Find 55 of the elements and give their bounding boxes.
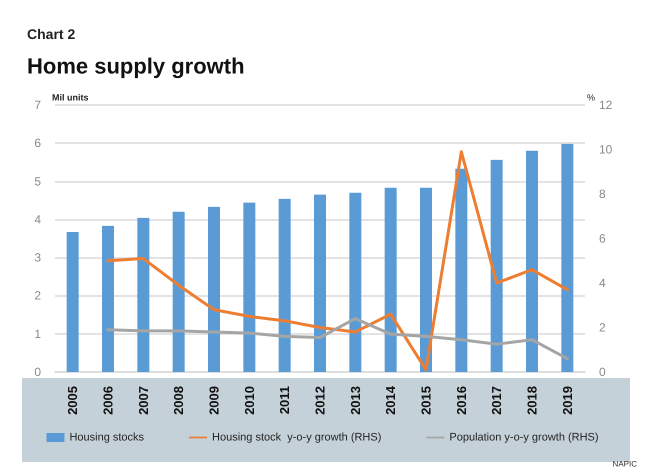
bar [102,226,114,372]
x-tick-label: 2005 [65,386,80,415]
legend-label: Housing stock y-o-y growth (RHS) [212,432,382,444]
bar [172,212,185,372]
y-tick-label: 1 [34,326,42,341]
x-tick-label: 2016 [454,386,469,415]
x-tick-label: 2019 [560,386,575,415]
y2-tick-label: 2 [599,320,606,334]
bar [314,194,326,372]
bar [384,188,397,372]
y-tick-label: 2 [34,288,42,303]
line-series [106,317,569,360]
y-axis-title: Mil units [52,92,88,102]
bar [137,218,150,372]
y2-tick-label: 8 [599,187,606,201]
chart-title: Home supply growth [27,54,245,78]
y2-tick-label: 10 [599,142,613,156]
bar [561,144,574,372]
bar [208,206,220,372]
y2-tick-label: 0 [599,365,606,379]
x-tick-label: 2015 [418,386,434,415]
y-tick-label: 7 [34,98,42,112]
bar [243,202,256,372]
bar [455,168,468,372]
bar [349,192,362,372]
x-tick-label: 2009 [206,386,222,415]
x-tick-label: 2013 [348,386,363,415]
y2-tick-label: 12 [599,98,613,112]
legend-label: Population y-o-y growth (RHS) [449,432,599,444]
x-tick-label: 2014 [383,385,398,415]
bar [66,232,79,372]
bar [526,150,538,372]
legend-label: Housing stocks [69,432,145,444]
x-tick-label: 2011 [277,386,292,414]
x-tick-label: 2017 [489,386,504,415]
x-tick-label: 2007 [136,386,151,415]
x-tick-label: 2012 [312,386,328,415]
y-tick-label: 3 [34,250,42,265]
x-tick-label: 2018 [524,386,540,415]
bar [420,188,432,372]
x-tick-label: 2010 [242,386,257,415]
y2-tick-label: 4 [599,276,606,290]
y-tick-label: 0 [34,365,42,379]
y-tick-label: 5 [34,174,42,188]
x-tick-label: 2006 [100,386,116,415]
bar [278,198,291,372]
text: NAPIC [612,460,638,468]
line-series [106,150,569,372]
y2-axis-title: % [587,92,596,102]
y2-tick-label: 6 [599,232,606,246]
bar [490,160,503,372]
x-tick-label: 2008 [171,386,186,415]
chart-subtitle: Chart 2 [27,26,76,42]
y-tick-label: 4 [34,212,42,226]
y-tick-label: 6 [34,136,42,150]
